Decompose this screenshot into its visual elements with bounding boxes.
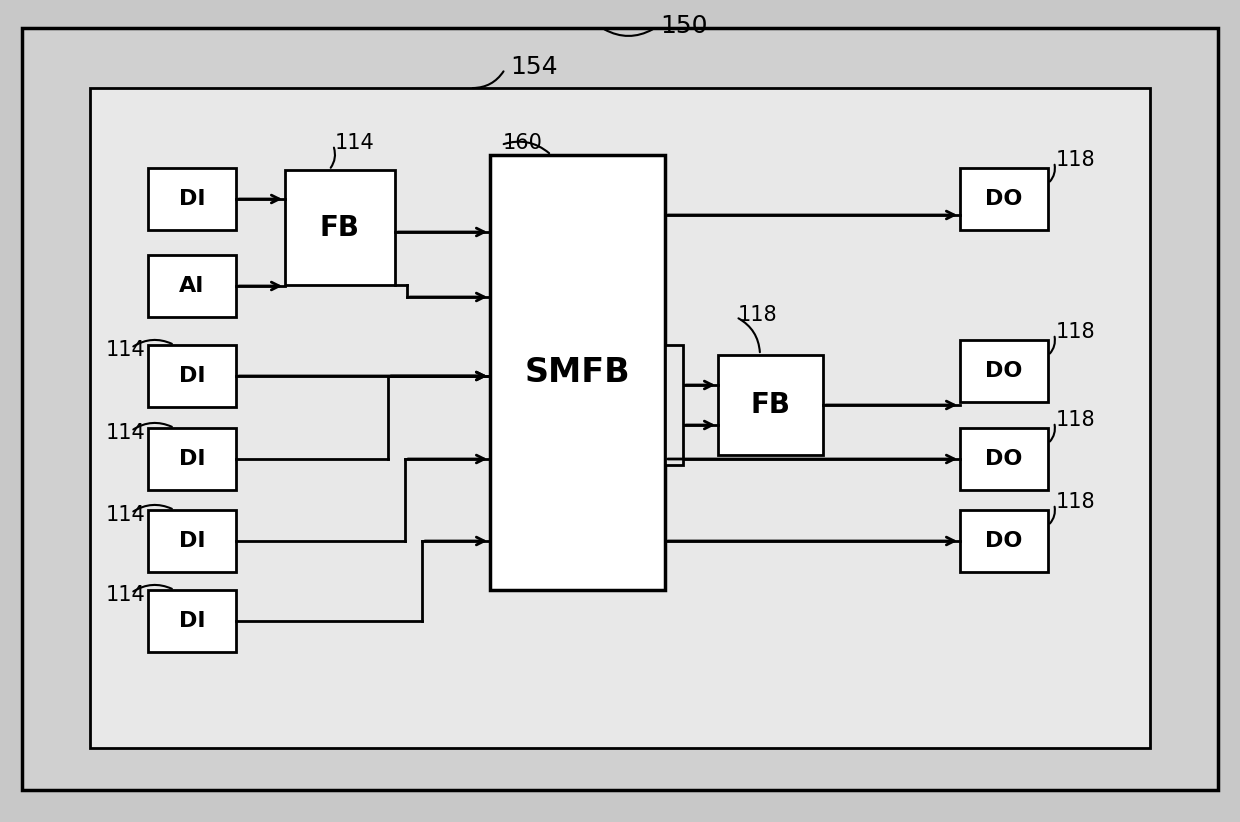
Bar — [148, 428, 236, 490]
Text: DI: DI — [179, 449, 206, 469]
Bar — [960, 340, 1048, 402]
Text: 118: 118 — [738, 305, 777, 325]
Text: DO: DO — [986, 449, 1023, 469]
Text: 114: 114 — [335, 133, 374, 153]
Bar — [490, 155, 665, 590]
Text: 118: 118 — [1056, 410, 1096, 430]
Text: DO: DO — [986, 361, 1023, 381]
Text: FB: FB — [750, 391, 791, 419]
Bar — [665, 345, 683, 465]
Text: 118: 118 — [1056, 322, 1096, 342]
Text: FB: FB — [320, 214, 360, 242]
Text: DI: DI — [179, 611, 206, 631]
Bar — [148, 590, 236, 652]
Text: SMFB: SMFB — [525, 356, 630, 389]
Text: AI: AI — [180, 276, 205, 296]
Bar — [148, 168, 236, 230]
Bar — [148, 345, 236, 407]
Bar — [148, 510, 236, 572]
Text: DO: DO — [986, 189, 1023, 209]
Text: 154: 154 — [510, 55, 558, 79]
Bar — [285, 170, 396, 285]
Text: 150: 150 — [660, 14, 708, 38]
Bar — [91, 88, 1149, 748]
Text: 114: 114 — [105, 585, 146, 605]
Bar — [960, 428, 1048, 490]
Text: 118: 118 — [1056, 150, 1096, 170]
Bar — [718, 355, 823, 455]
Text: 114: 114 — [105, 340, 146, 360]
Bar — [960, 168, 1048, 230]
Text: DI: DI — [179, 189, 206, 209]
Text: DO: DO — [986, 531, 1023, 551]
Text: 114: 114 — [105, 505, 146, 525]
Text: 160: 160 — [503, 133, 543, 153]
Text: 118: 118 — [1056, 492, 1096, 512]
Bar — [960, 510, 1048, 572]
Text: DI: DI — [179, 531, 206, 551]
Text: 114: 114 — [105, 423, 146, 443]
Bar — [148, 255, 236, 317]
Text: DI: DI — [179, 366, 206, 386]
